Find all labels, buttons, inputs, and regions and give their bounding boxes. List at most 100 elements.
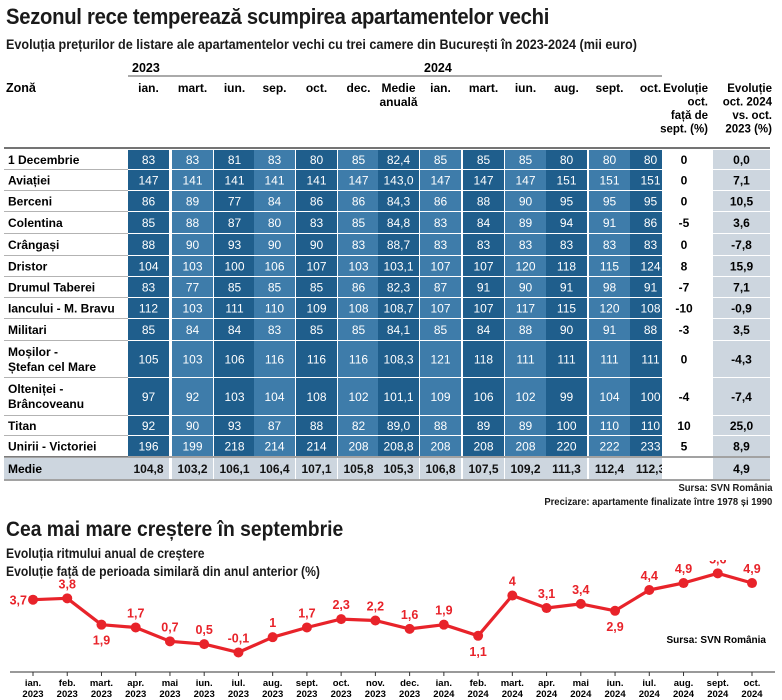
value-cell-bg: [338, 234, 379, 255]
col-header-0: ian.: [138, 81, 159, 95]
year-2024-label: 2024: [424, 61, 452, 75]
data-point: [164, 636, 175, 647]
table-row: Drumul Taberei 83 77 85 85 85 86 82,3 87 91 90 91 98…: [4, 277, 770, 298]
value-cell-bg: [172, 191, 213, 211]
value-cell-bg: [214, 277, 255, 297]
value-cell: 208: [473, 440, 493, 454]
value-cell-bg: [420, 458, 461, 479]
value-cell: 84,1: [387, 323, 411, 337]
value-cell: 124: [640, 260, 660, 274]
zone-name: 1 Decembrie: [8, 153, 80, 167]
value-cell-bg: [172, 212, 213, 233]
value-cell: 120: [599, 302, 619, 316]
value-cell: 103,1: [383, 260, 413, 274]
value-cell-bg: [630, 212, 671, 233]
x-tick-label-month: sept.: [707, 678, 729, 689]
value-cell: 108,3: [383, 353, 413, 367]
value-cell: 118: [557, 260, 576, 274]
value-cell-bg: [128, 150, 169, 169]
value-cell: 117: [516, 302, 535, 316]
value-cell-bg: [338, 416, 379, 435]
value-cell: 86: [310, 195, 324, 209]
value-cell: 151: [599, 174, 619, 188]
x-tick-label-year: 2024: [433, 689, 455, 700]
value-cell-bg: [128, 319, 169, 340]
data-label: 0,5: [195, 623, 212, 637]
value-cell-bg: [338, 256, 379, 276]
x-tick-label-year: 2023: [262, 689, 283, 700]
value-cell-bg: [546, 416, 587, 435]
table-row: Unirii - Victoriei 196 199 218 214 214 208 208,…: [4, 436, 770, 457]
value-cell: 84: [186, 323, 200, 337]
value-cell: 94: [560, 216, 574, 230]
value-cell: 101,1: [383, 390, 413, 404]
evol-month-value: 5: [681, 440, 688, 454]
data-point: [473, 630, 484, 641]
value-cell-bg: [296, 298, 337, 318]
zone-name: Colentina: [8, 216, 63, 230]
value-cell-bg: [338, 191, 379, 211]
value-cell: 90: [186, 238, 200, 252]
evol-year-bg: [713, 170, 770, 190]
table-row: Iancului - M. Bravu 112 103 111 110 109 108 108…: [4, 298, 770, 319]
evol-month-bg: [662, 170, 710, 190]
data-point: [747, 578, 757, 589]
evol-year-value: -4,3: [731, 353, 752, 367]
evol-year-value: -0,9: [731, 302, 752, 316]
value-cell-bg: [546, 191, 587, 211]
table-row: Aviației 147 141 141 141 141 147 143,0 147 147 147…: [4, 170, 770, 191]
value-cell: 120: [515, 260, 535, 274]
value-cell-bg: [172, 378, 213, 415]
value-cell: 85: [310, 281, 324, 295]
value-cell: 108: [640, 302, 660, 316]
value-cell: 121: [430, 353, 450, 367]
value-cell: 218: [224, 440, 244, 454]
col-header-8: mart.: [469, 81, 498, 95]
value-cell: 84,8: [387, 216, 411, 230]
value-cell: 102: [515, 390, 535, 404]
value-cell-bg: [296, 319, 337, 340]
value-cell-bg: [505, 234, 546, 255]
value-cell-bg: [296, 458, 337, 479]
data-label: 4,9: [743, 562, 760, 576]
value-cell-bg: [589, 150, 630, 169]
value-cell-bg: [214, 170, 255, 190]
data-label: 4,4: [641, 569, 658, 583]
value-cell: 91: [644, 281, 658, 295]
value-cell: 88: [644, 323, 658, 337]
value-cell: 83: [142, 153, 156, 167]
value-cell: 106,8: [425, 462, 455, 476]
value-cell: 103: [182, 260, 202, 274]
evol-year-bg: [713, 436, 770, 456]
evol-year-bg: [713, 277, 770, 297]
evol-month-value: -7: [679, 281, 690, 295]
growth-line-chart: Sursa: SVN România 3,7 3,8 1,9 1,7 0,7 0,5 -0,1…: [10, 560, 775, 700]
x-tick-label-year: 2023: [159, 689, 180, 700]
value-cell-bg: [254, 234, 295, 255]
value-cell-bg: [338, 150, 379, 169]
value-cell: 85: [228, 281, 242, 295]
evol-year-bg: [713, 319, 770, 340]
x-tick-label-month: iul.: [232, 678, 246, 689]
value-cell-bg: [505, 150, 546, 169]
data-point: [267, 632, 278, 643]
data-label: 3,1: [538, 587, 555, 601]
col-header-11: sept.: [595, 81, 623, 95]
value-cell: 111: [225, 302, 244, 316]
value-cell: 84: [268, 195, 282, 209]
value-cell-bg: [505, 458, 546, 479]
value-cell-bg: [296, 150, 337, 169]
value-cell-bg: [128, 298, 169, 318]
value-cell: 222: [599, 440, 619, 454]
value-cell-bg: [338, 341, 379, 377]
value-cell: 104: [599, 390, 619, 404]
value-cell-bg: [172, 416, 213, 435]
value-cell-bg: [630, 416, 671, 435]
value-cell-bg: [378, 378, 419, 415]
evol-year-bg: [713, 256, 770, 276]
value-cell: 108,7: [383, 302, 413, 316]
data-label: 3,8: [59, 577, 76, 591]
x-tick-label-year: 2023: [365, 689, 386, 700]
value-cell-bg: [214, 234, 255, 255]
value-cell-bg: [254, 212, 295, 233]
